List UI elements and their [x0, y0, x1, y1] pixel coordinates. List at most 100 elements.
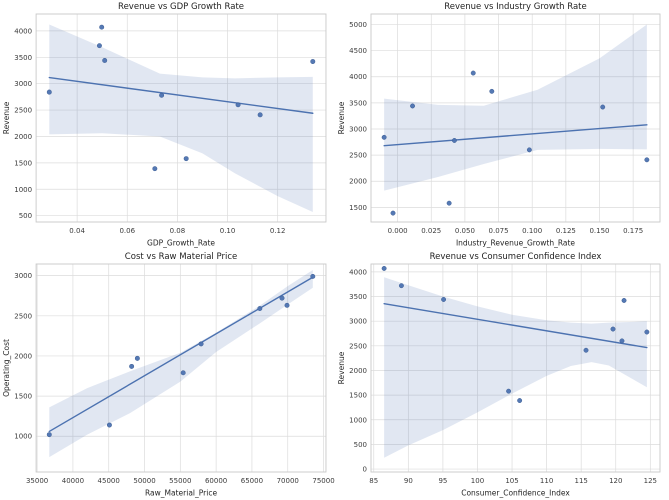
x-tick-label: 0.025 — [421, 227, 441, 235]
y-tick-label: 3000 — [349, 318, 367, 326]
y-tick-label: 4000 — [349, 73, 367, 81]
scatter-point — [198, 341, 204, 347]
scatter-point — [621, 298, 627, 303]
y-tick-label: 1000 — [349, 416, 367, 424]
y-tick-label: 2000 — [349, 367, 367, 375]
x-tick-label: 115 — [574, 477, 587, 485]
x-tick-label: 125 — [644, 477, 657, 485]
x-tick-label: 40000 — [62, 476, 84, 485]
y-tick-label: 2500 — [349, 152, 367, 160]
subplot-revenue-vs-consumer-confidence-index: 85 90 95 100 105 110 115 120 125 0 500 1000 1500 2000… — [335, 250, 669, 500]
x-axis-label: Raw_Material_Price — [145, 489, 218, 498]
scatter-point — [398, 283, 404, 289]
x-tick-label: 65000 — [241, 476, 263, 485]
regression-line — [48, 276, 314, 433]
x-tick-label: 120 — [609, 477, 622, 485]
axes-spines — [35, 263, 327, 473]
y-tick-label: 3000 — [349, 125, 367, 133]
subplot-cost-vs-raw-material-price: 35000 40000 45000 50000 55000 60000 65000 70000… — [0, 250, 335, 500]
y-tick-label: 500 — [354, 441, 367, 449]
scatter-point — [441, 297, 447, 302]
axes-spines — [35, 13, 327, 223]
y-axis-label: Revenue — [337, 101, 346, 134]
axes-spines — [370, 263, 661, 473]
y-tick-label: 1500 — [14, 158, 32, 167]
scatter-point — [310, 59, 316, 64]
axes-spines — [370, 13, 661, 223]
scatter-point — [451, 138, 457, 143]
x-tick-label: 70000 — [277, 476, 299, 485]
x-tick-label: 95 — [438, 477, 447, 485]
scatter-point — [310, 273, 316, 279]
y-tick-label: 2500 — [14, 311, 32, 320]
confidence-band — [49, 24, 313, 212]
y-tick-label: 2000 — [349, 178, 367, 186]
scatter-point — [619, 338, 625, 344]
x-tick-label: 45000 — [98, 476, 120, 485]
y-tick-label: 4000 — [14, 26, 32, 35]
chart-title: Revenue vs Industry Growth Rate — [444, 2, 587, 12]
subplot-revenue-vs-industry-growth-rate: 0.000 0.025 0.050 0.075 0.100 0.125 0.150 0.175… — [335, 0, 669, 250]
y-axis-label: Revenue — [2, 101, 11, 134]
regression-line — [383, 124, 648, 147]
x-tick-label: 50000 — [133, 476, 155, 485]
x-tick-label: 0.12 — [270, 226, 286, 235]
x-tick-label: 85 — [369, 477, 378, 485]
y-tick-label: 1500 — [349, 204, 367, 212]
x-tick-label: 0.10 — [220, 226, 236, 235]
confidence-band — [384, 24, 647, 191]
scatter-point — [583, 347, 589, 353]
scatter-point — [257, 112, 263, 118]
scatter-point — [99, 24, 105, 30]
x-tick-label: 0.150 — [589, 227, 609, 235]
x-tick-label: 60000 — [205, 476, 227, 485]
x-tick-label: 0.075 — [489, 227, 509, 235]
y-tick-label: 500 — [19, 211, 32, 220]
scatter-point — [410, 103, 415, 109]
scatter-point — [106, 422, 112, 428]
scatter-point — [279, 295, 285, 301]
x-tick-label: 0.04 — [69, 226, 85, 235]
y-tick-label: 4500 — [349, 47, 367, 55]
y-tick-label: 2000 — [14, 132, 32, 141]
y-tick-label: 1500 — [14, 392, 32, 401]
scatter-point — [600, 104, 606, 110]
y-tick-label: 1500 — [349, 392, 367, 400]
x-tick-label: 100 — [471, 477, 484, 485]
subplot-cell-bottom-right: 85 90 95 100 105 110 115 120 125 0 500 1000 1500 2000… — [335, 250, 669, 500]
scatter-point — [506, 388, 512, 394]
scatter-point — [644, 157, 650, 163]
chart-title: Revenue vs GDP Growth Rate — [118, 2, 244, 12]
x-tick-label: 35000 — [26, 476, 48, 485]
scatter-point — [46, 432, 52, 438]
subplot-cell-bottom-left: 35000 40000 45000 50000 55000 60000 65000 70000… — [0, 250, 335, 500]
scatter-point — [102, 58, 108, 63]
x-tick-label: 55000 — [169, 476, 191, 485]
x-tick-label: 0.125 — [556, 227, 576, 235]
regression-line — [383, 302, 648, 349]
x-tick-label: 0.06 — [119, 226, 135, 235]
x-tick-label: 0.000 — [388, 227, 408, 235]
x-axis-label: GDP_Growth_Rate — [147, 239, 215, 248]
y-tick-label: 3000 — [14, 79, 32, 88]
x-tick-label: 0.08 — [170, 226, 186, 235]
x-tick-label: 0.050 — [455, 227, 475, 235]
scatter-point — [183, 156, 189, 162]
scatter-point — [446, 200, 452, 206]
scatter-point — [96, 43, 102, 49]
scatter-point — [129, 363, 135, 369]
chart-title: Cost vs Raw Material Price — [125, 252, 237, 262]
x-tick-label: 105 — [505, 477, 518, 485]
x-axis-label: Industry_Revenue_Growth_Rate — [456, 239, 575, 248]
x-tick-label: 0.175 — [623, 227, 643, 235]
y-axis-label: Revenue — [337, 351, 346, 384]
y-tick-label: 5000 — [349, 21, 367, 29]
scatter-point — [152, 166, 158, 172]
y-axis-label: Operating_Cost — [2, 339, 11, 397]
scatter-point — [46, 89, 52, 95]
subplot-background — [0, 250, 335, 500]
y-tick-label: 4000 — [349, 268, 367, 276]
y-tick-label: 2500 — [349, 342, 367, 350]
y-tick-label: 3000 — [14, 271, 32, 280]
